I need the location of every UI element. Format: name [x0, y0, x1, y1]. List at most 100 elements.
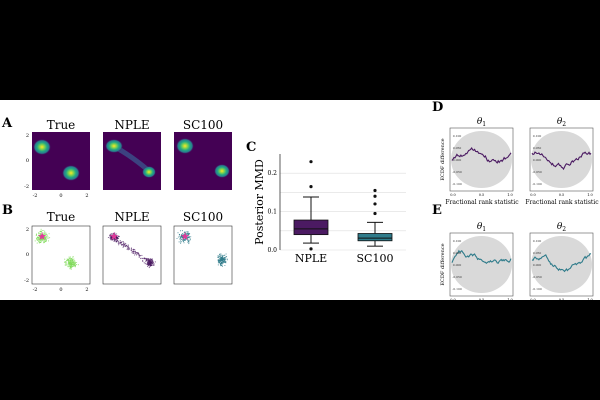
sample-point: [38, 232, 40, 235]
sample-point: [134, 250, 136, 253]
sample-point: [185, 237, 187, 239]
y-tick: 0.2: [267, 170, 277, 177]
sample-point: [38, 237, 40, 239]
y-tick: -0.050: [532, 275, 542, 279]
sample-point: [183, 231, 185, 233]
sample-point: [222, 261, 224, 263]
sample-point: [224, 254, 226, 256]
panel-c-boxes: NPLE SC100: [293, 160, 394, 265]
sample-point: [111, 238, 114, 240]
sample-point: [138, 254, 140, 256]
sample-point: [114, 232, 116, 234]
sample-point: [182, 238, 184, 241]
sample-point: [147, 259, 149, 261]
sample-point: [110, 233, 112, 235]
star-marker: ★: [109, 230, 119, 243]
sample-point: [118, 244, 120, 246]
outlier-point: [309, 160, 313, 164]
sample-point: [113, 237, 115, 239]
sample-point: [47, 240, 50, 242]
sample-point: [107, 236, 109, 239]
ecdf-ylabel: ECDF difference: [440, 243, 446, 285]
sample-point: [224, 258, 226, 260]
sample-point: [121, 244, 123, 246]
x-tick: 0.0: [530, 193, 536, 197]
sample-point: [150, 259, 152, 261]
sample-point: [220, 254, 222, 257]
sample-point: [189, 239, 191, 241]
sample-point: [221, 262, 223, 264]
y-tick: 0.050: [453, 251, 462, 255]
sample-point: [110, 239, 112, 241]
sample-point: [181, 230, 183, 232]
sample-point: [220, 264, 222, 266]
sample-point: [220, 262, 222, 264]
sample-point: [179, 230, 182, 232]
sample-point: [145, 259, 147, 261]
sample-point: [64, 264, 66, 266]
sample-point: [188, 236, 191, 238]
sample-point: [45, 240, 48, 242]
sample-point: [34, 240, 36, 242]
sample-point: [217, 259, 219, 261]
sample-point: [181, 234, 183, 236]
sample-point: [38, 242, 40, 244]
panel-b-title-2: NPLE: [114, 210, 149, 224]
x-tick: -2: [33, 193, 38, 199]
sample-point: [188, 239, 190, 241]
sample-point: [38, 238, 40, 241]
sample-point: [152, 264, 154, 266]
ecdf-xlabel: Fractional rank statistic: [525, 199, 599, 206]
sample-point: [44, 239, 46, 241]
ecdf-subplot: θ1 0.0 0.5 1.0 0.100 0.050 0.000 -0.050 -0.100 EC…: [440, 222, 514, 300]
x-tick: 2: [85, 287, 88, 293]
sample-point: [69, 256, 72, 258]
sample-point: [111, 235, 113, 237]
sample-point: [37, 239, 39, 241]
sample-point: [35, 233, 38, 235]
sample-point: [120, 241, 122, 243]
sample-point: [42, 242, 45, 244]
panel-b-title-1: True: [47, 210, 76, 224]
x-category-label: SC100: [357, 252, 394, 265]
sample-point: [67, 262, 69, 264]
x-tick: 0.5: [559, 193, 565, 197]
sample-point: [70, 258, 72, 261]
density-mode: [176, 138, 194, 154]
sample-point: [220, 260, 222, 262]
sample-point: [71, 258, 73, 261]
sample-point: [220, 253, 222, 255]
y-tick: -0.050: [452, 275, 462, 279]
sample-point: [69, 258, 71, 260]
sample-point: [180, 237, 182, 240]
sample-point: [122, 243, 124, 245]
sample-point: [218, 254, 221, 256]
sample-point: [118, 241, 120, 243]
sample-point: [221, 263, 223, 265]
sample-point: [149, 258, 151, 260]
sample-point: [130, 248, 132, 250]
y-tick: 0.050: [533, 251, 542, 255]
sample-point: [147, 258, 149, 260]
sample-point: [127, 246, 129, 248]
y-tick: -0.050: [452, 170, 462, 174]
x-tick: 1.0: [587, 298, 593, 300]
sample-point: [147, 262, 149, 264]
ecdf-line: [531, 253, 592, 273]
sample-point: [71, 263, 73, 265]
sample-point: [150, 261, 152, 263]
sample-point: [42, 236, 44, 238]
outlier-point: [373, 188, 377, 193]
sample-point: [179, 236, 181, 238]
sample-point: [149, 264, 152, 266]
y-tick: 0.0: [267, 247, 277, 254]
confidence-band: [531, 236, 592, 293]
figure-canvas: A True NPLE SC100 2 0 -2 -2 0 2 B: [1, 100, 599, 300]
sample-point: [72, 264, 75, 266]
y-tick: -2: [24, 184, 29, 190]
outlier-point: [309, 247, 313, 251]
sample-point: [42, 232, 44, 234]
sample-point: [119, 239, 121, 242]
sample-point: [143, 262, 145, 264]
x-tick: 1.0: [507, 193, 513, 197]
